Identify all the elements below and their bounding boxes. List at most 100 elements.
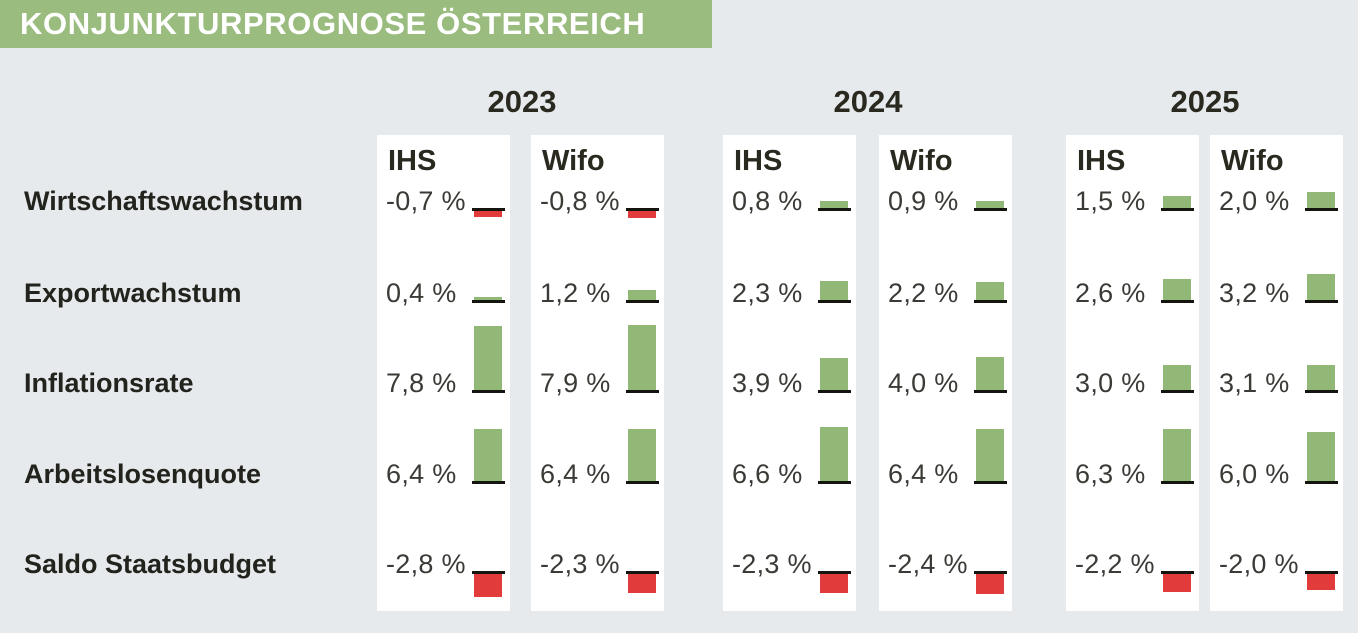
bar-baseline	[472, 571, 505, 574]
cell-value: 2,2 %	[888, 278, 959, 308]
cell-value: 6,4 %	[386, 459, 457, 489]
row-label-text: Inflationsrate	[24, 368, 194, 398]
cell-value: -2,0 %	[1219, 549, 1299, 579]
cell-value: 6,6 %	[732, 459, 803, 489]
cell-value: 0,4 %	[386, 278, 457, 308]
cell-value: -0,7 %	[386, 186, 466, 216]
bar-negative	[820, 574, 848, 593]
year-header-2025: 2025	[1170, 84, 1240, 119]
bar-positive	[1163, 196, 1191, 208]
bar-negative	[1307, 574, 1335, 590]
bar-positive	[628, 290, 656, 300]
cell-value: 0,8 %	[732, 186, 803, 216]
bar-positive	[1307, 192, 1335, 208]
bar-baseline	[626, 390, 659, 393]
cell-value: 2,0 %	[1219, 186, 1290, 216]
row-label-text: Exportwachstum	[24, 278, 242, 308]
bar-baseline	[974, 481, 1007, 484]
bar-baseline	[1161, 300, 1194, 303]
bar-baseline	[626, 208, 659, 211]
bar-positive	[976, 201, 1004, 208]
title-bar: KONJUNKTURPROGNOSE ÖSTERREICH	[0, 0, 712, 48]
cell-value: -2,4 %	[888, 549, 968, 579]
bar-baseline	[626, 481, 659, 484]
bar-baseline	[974, 571, 1007, 574]
cell-value: 6,0 %	[1219, 459, 1290, 489]
cell-value: 3,9 %	[732, 368, 803, 398]
forecast-column-2024-ihs: IHS 0,8 % 2,3 % 3,9 % 6,6 % -2,3 %	[723, 135, 856, 611]
year-header-2024: 2024	[833, 84, 903, 119]
bar-baseline	[1161, 390, 1194, 393]
cell-value: 3,0 %	[1075, 368, 1146, 398]
bar-baseline	[818, 481, 851, 484]
bar-baseline	[974, 390, 1007, 393]
forecast-column-2024-wifo: Wifo 0,9 % 2,2 % 4,0 % 6,4 % -2,4 %	[879, 135, 1012, 611]
year-header-2023: 2023	[487, 84, 557, 119]
bar-baseline	[818, 571, 851, 574]
cell-value: 1,2 %	[540, 278, 611, 308]
cell-value: -0,8 %	[540, 186, 620, 216]
bar-baseline	[818, 300, 851, 303]
bar-positive	[1307, 274, 1335, 300]
bar-negative	[976, 574, 1004, 594]
bar-baseline	[626, 300, 659, 303]
bar-baseline	[472, 481, 505, 484]
row-label-text: Arbeitslosenquote	[24, 459, 262, 489]
bar-baseline	[472, 390, 505, 393]
cell-value: 2,3 %	[732, 278, 803, 308]
forecast-column-2025-ihs: IHS 1,5 % 2,6 % 3,0 % 6,3 % -2,2 %	[1066, 135, 1199, 611]
bar-negative	[628, 211, 656, 218]
bar-positive	[474, 429, 502, 481]
bar-positive	[820, 201, 848, 208]
forecast-column-2023-ihs: IHS -0,7 % 0,4 % 7,8 % 6,4 % -2,8 %	[377, 135, 510, 611]
bar-negative	[474, 574, 502, 597]
bar-positive	[976, 357, 1004, 390]
bar-negative	[628, 574, 656, 593]
bar-negative	[1163, 574, 1191, 592]
bar-positive	[1307, 365, 1335, 390]
bar-baseline	[818, 390, 851, 393]
bar-baseline	[472, 208, 505, 211]
bar-positive	[976, 282, 1004, 300]
bar-positive	[1163, 279, 1191, 300]
cell-value: 7,9 %	[540, 368, 611, 398]
cell-value: 1,5 %	[1075, 186, 1146, 216]
bar-positive	[820, 281, 848, 300]
cell-value: 6,3 %	[1075, 459, 1146, 489]
row-label-text: Wirtschaftswachstum	[24, 186, 303, 216]
bar-baseline	[1305, 300, 1338, 303]
bar-positive	[628, 325, 656, 390]
institute-header: IHS	[388, 145, 437, 177]
bar-baseline	[1161, 481, 1194, 484]
bar-baseline	[818, 208, 851, 211]
bar-baseline	[1305, 208, 1338, 211]
bar-negative	[474, 211, 502, 217]
bar-baseline	[1161, 208, 1194, 211]
institute-header: Wifo	[890, 145, 953, 177]
bar-positive	[820, 358, 848, 390]
bar-positive	[1163, 365, 1191, 390]
cell-value: 2,6 %	[1075, 278, 1146, 308]
forecast-column-2025-wifo: Wifo 2,0 % 3,2 % 3,1 % 6,0 % -2,0 %	[1210, 135, 1343, 611]
bar-positive	[820, 427, 848, 481]
bar-positive	[1307, 432, 1335, 481]
institute-header: Wifo	[542, 145, 605, 177]
bar-positive	[1163, 429, 1191, 481]
institute-header: IHS	[734, 145, 783, 177]
bar-baseline	[1161, 571, 1194, 574]
bar-positive	[474, 297, 502, 300]
cell-value: -2,8 %	[386, 549, 466, 579]
bar-positive	[628, 429, 656, 481]
row-label-text: Saldo Staatsbudget	[24, 549, 277, 579]
cell-value: 0,9 %	[888, 186, 959, 216]
bar-baseline	[1305, 390, 1338, 393]
cell-value: 6,4 %	[540, 459, 611, 489]
institute-header: IHS	[1077, 145, 1126, 177]
bar-baseline	[626, 571, 659, 574]
institute-header: Wifo	[1221, 145, 1284, 177]
bar-baseline	[974, 208, 1007, 211]
cell-value: 3,1 %	[1219, 368, 1290, 398]
cell-value: -2,3 %	[540, 549, 620, 579]
cell-value: 6,4 %	[888, 459, 959, 489]
